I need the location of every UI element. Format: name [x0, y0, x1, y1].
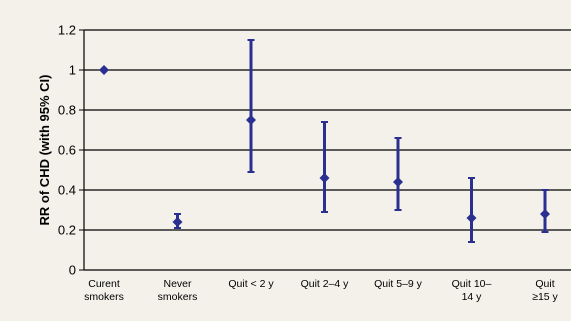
x-category-label-line: Curent	[88, 278, 120, 290]
x-category-label-line: smokers	[158, 291, 198, 303]
x-category-label-line: Quit 10–	[452, 278, 492, 290]
x-category-label-2: Quit < 2 y	[228, 278, 274, 290]
data-series	[99, 39, 550, 243]
y-axis-title: RR of CHD (with 95% CI)	[37, 75, 52, 226]
x-category-label-line: Quit 5–9 y	[374, 278, 423, 290]
axes	[79, 29, 571, 271]
point-estimate-marker-6	[540, 209, 550, 219]
point-estimate-marker-3	[319, 173, 330, 183]
y-tick-label-1: 0.2	[58, 223, 76, 238]
x-category-label-line: Quit	[535, 278, 554, 290]
x-category-label-line: Quit 2–4 y	[301, 278, 350, 290]
x-category-label-line: smokers	[84, 291, 124, 303]
x-category-label-line: 14 y	[462, 291, 483, 303]
x-category-label-line: Never	[163, 278, 192, 290]
gridlines	[84, 29, 571, 231]
x-category-label-4: Quit 5–9 y	[374, 278, 423, 290]
y-tick-labels: 0 0.2 0.4 0.6 0.8 1 1.2	[58, 23, 76, 278]
x-category-label-3: Quit 2–4 y	[301, 278, 350, 290]
point-estimate-marker-2	[246, 115, 256, 125]
y-tick-label-4: 0.8	[58, 103, 76, 118]
x-category-label-5: Quit 10– 14 y	[452, 278, 492, 303]
y-tick-label-6: 1.2	[58, 23, 76, 38]
y-tick-label-2: 0.4	[58, 183, 76, 198]
x-category-label-6: Quit ≥15 y	[532, 278, 558, 303]
point-estimate-marker-4	[393, 177, 403, 187]
point-estimate-marker-0	[99, 65, 109, 75]
y-tick-label-0: 0	[69, 263, 76, 278]
x-category-label-0: Curent smokers	[84, 278, 124, 303]
point-estimate-marker-5	[466, 213, 477, 223]
y-tick-label-3: 0.6	[58, 143, 76, 158]
x-category-label-line: Quit < 2 y	[228, 278, 274, 290]
point-estimate-marker-1	[172, 217, 183, 227]
y-tick-label-5: 1	[69, 63, 76, 78]
x-category-label-1: Never smokers	[158, 278, 198, 303]
x-category-label-line: ≥15 y	[532, 291, 558, 303]
